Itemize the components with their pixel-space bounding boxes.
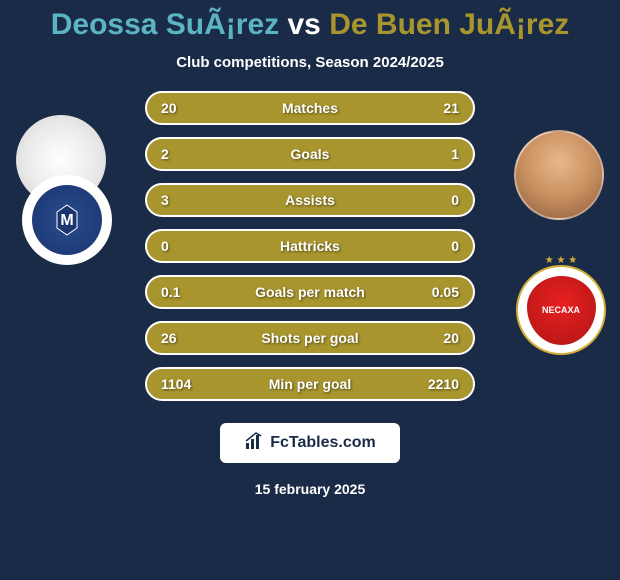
chart-icon <box>244 431 264 456</box>
stat-row-shots-per-goal: 26 Shots per goal 20 <box>145 321 475 355</box>
stat-value-left: 0.1 <box>161 284 180 300</box>
player2-name: De Buen JuÃ¡rez <box>329 8 569 41</box>
subtitle: Club competitions, Season 2024/2025 <box>176 54 444 71</box>
stars-icon: ★ ★ ★ <box>545 255 577 266</box>
player2-avatar <box>514 130 604 220</box>
vs-text: vs <box>288 8 321 41</box>
stats-container: 20 Matches 21 2 Goals 1 3 Assists 0 0 Ha… <box>145 91 475 413</box>
stat-label: Min per goal <box>269 376 351 392</box>
stat-label: Hattricks <box>280 238 340 254</box>
club1-logo: M <box>22 175 112 265</box>
stat-value-left: 2 <box>161 146 169 162</box>
stat-value-right: 0 <box>451 192 459 208</box>
club1-badge: M <box>32 185 102 255</box>
stat-row-hattricks: 0 Hattricks 0 <box>145 229 475 263</box>
stat-row-min-per-goal: 1104 Min per goal 2210 <box>145 367 475 401</box>
club2-badge: NECAXA <box>524 273 599 348</box>
stat-value-right: 1 <box>451 146 459 162</box>
stat-label: Goals per match <box>255 284 365 300</box>
footer-logo[interactable]: FcTables.com <box>220 423 400 463</box>
svg-text:M: M <box>60 212 73 229</box>
stat-row-goals: 2 Goals 1 <box>145 137 475 171</box>
stat-label: Shots per goal <box>261 330 358 346</box>
stat-label: Goals <box>291 146 330 162</box>
stat-value-right: 2210 <box>428 376 459 392</box>
stat-value-right: 21 <box>443 100 459 116</box>
stat-label: Matches <box>282 100 338 116</box>
stat-row-assists: 3 Assists 0 <box>145 183 475 217</box>
stat-row-goals-per-match: 0.1 Goals per match 0.05 <box>145 275 475 309</box>
page-title: Deossa SuÃ¡rez vs De Buen JuÃ¡rez <box>51 8 570 42</box>
stat-value-right: 0 <box>451 238 459 254</box>
footer-logo-text: FcTables.com <box>270 434 376 452</box>
stat-value-left: 26 <box>161 330 177 346</box>
stat-value-left: 3 <box>161 192 169 208</box>
stat-value-left: 1104 <box>161 376 191 392</box>
stat-value-left: 20 <box>161 100 177 116</box>
stat-value-right: 0.05 <box>432 284 459 300</box>
player1-name: Deossa SuÃ¡rez <box>51 8 279 41</box>
stat-label: Assists <box>285 192 335 208</box>
date-text: 15 february 2025 <box>255 481 366 497</box>
stat-value-right: 20 <box>443 330 459 346</box>
club2-logo: ★ ★ ★ NECAXA <box>516 265 606 355</box>
stat-value-left: 0 <box>161 238 169 254</box>
stat-row-matches: 20 Matches 21 <box>145 91 475 125</box>
